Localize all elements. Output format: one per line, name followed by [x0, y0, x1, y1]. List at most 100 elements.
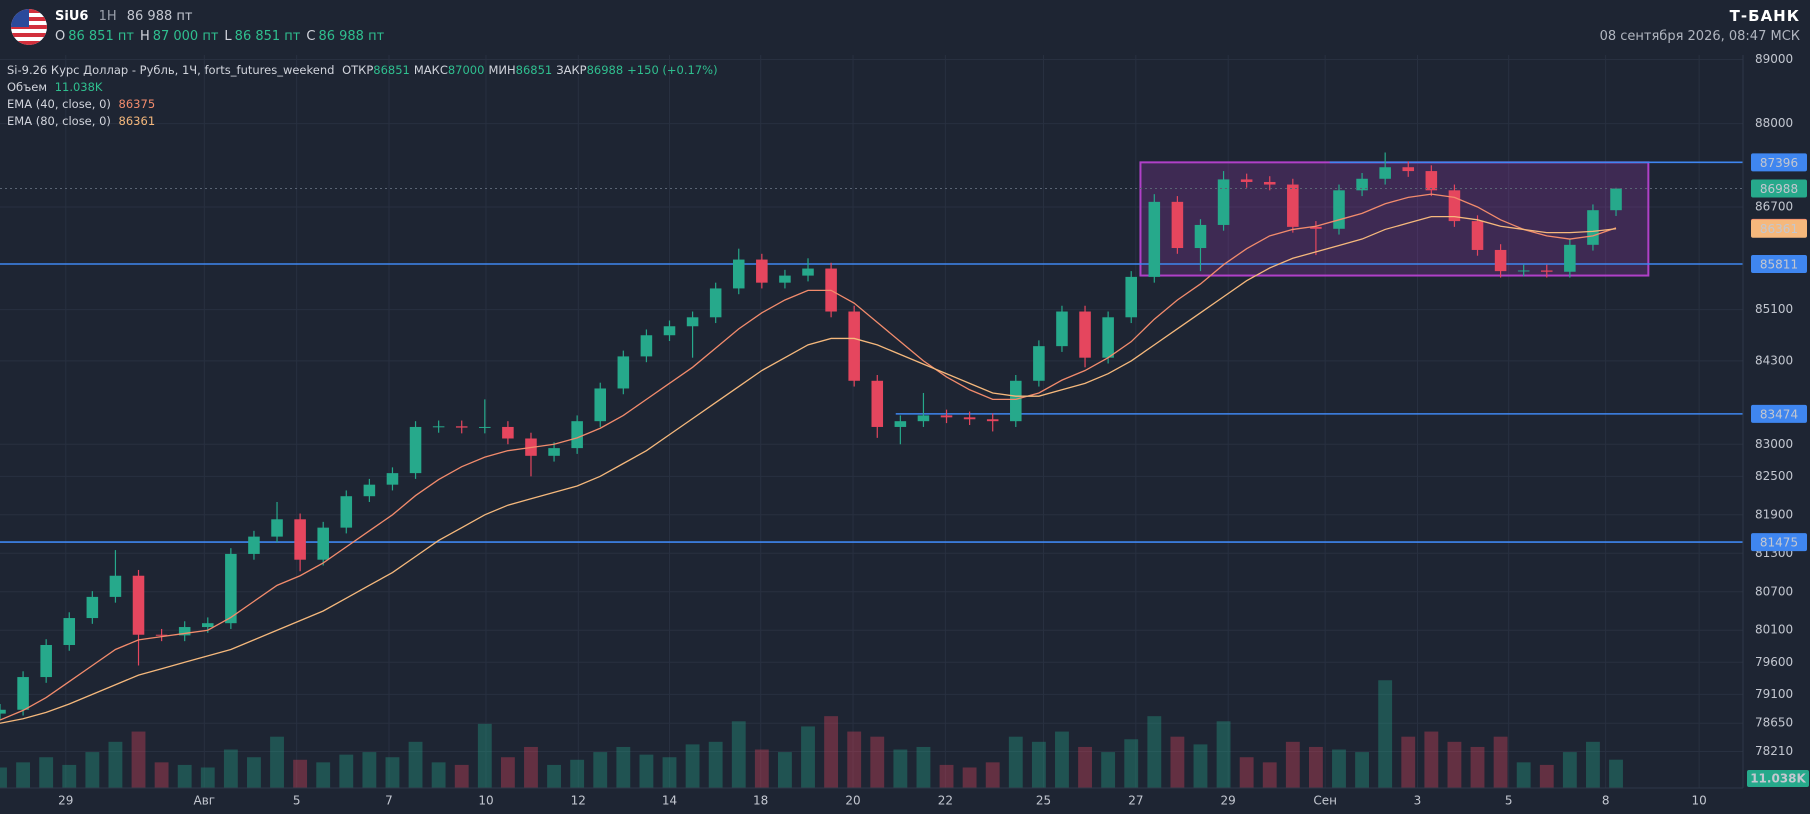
volume-bar	[177, 764, 192, 788]
volume-bar	[1055, 731, 1069, 788]
flag-icon	[11, 9, 47, 45]
stat-label: ОТКР	[342, 63, 374, 77]
ema-value: 86375	[118, 97, 156, 111]
x-tick-label: 10	[1691, 794, 1706, 808]
candle-body	[779, 275, 791, 283]
y-tick-label: 89000	[1755, 52, 1793, 66]
level-label: 87396	[1760, 156, 1798, 170]
candle-body	[594, 388, 607, 422]
candle-body	[1125, 276, 1137, 318]
volume-bar	[870, 736, 885, 788]
volume-bar	[1031, 741, 1046, 788]
volume-bar	[916, 746, 931, 788]
ohlc-value: 86 988 пт	[318, 29, 385, 44]
volume-bar	[62, 764, 77, 788]
volume-bar	[547, 764, 561, 788]
candle-body	[1471, 221, 1484, 250]
volume-bar	[1262, 762, 1277, 788]
volume-bar	[316, 762, 331, 788]
volume-bar	[1170, 736, 1185, 788]
candle-body	[155, 634, 168, 636]
brand: Т-БАНК	[1729, 7, 1800, 25]
volume-bar	[708, 741, 723, 788]
volume-bar	[1308, 746, 1323, 788]
volume-bar	[1424, 731, 1439, 788]
candle-body	[1333, 190, 1345, 229]
volume-bar	[616, 746, 631, 788]
x-tick-label: 7	[385, 794, 393, 808]
candle-body	[1010, 380, 1022, 422]
candle-body	[17, 677, 29, 710]
candle-body	[917, 415, 930, 422]
volume-bar	[1078, 746, 1092, 788]
volume-bar	[385, 757, 400, 788]
candle-body	[386, 473, 399, 485]
y-tick-label: 88000	[1755, 116, 1793, 130]
volume-bar	[154, 762, 169, 788]
candle-body	[340, 496, 353, 528]
candle-body	[86, 596, 99, 619]
x-tick-label: 14	[662, 794, 677, 808]
candle-body	[40, 644, 52, 678]
volume-bar	[524, 746, 538, 788]
stat-value: 87000	[447, 63, 485, 77]
volume-bar	[339, 754, 354, 788]
volume-bar	[362, 752, 377, 788]
volume-bar	[270, 736, 284, 788]
volume-bar	[1332, 749, 1346, 788]
candle-body	[1287, 184, 1299, 227]
x-tick-label: 29	[58, 794, 73, 808]
volume-bar	[39, 757, 54, 788]
volume-bar	[1285, 741, 1300, 788]
volume-label-box	[1747, 770, 1809, 787]
volume-bar	[223, 749, 238, 788]
volume-bar	[477, 723, 492, 788]
candle-body	[1540, 270, 1553, 272]
level-label-box	[1751, 533, 1807, 552]
candle-body	[1171, 201, 1184, 249]
volume-bar	[0, 767, 7, 788]
volume-bar	[200, 767, 215, 788]
x-tick-label: 8	[1602, 794, 1610, 808]
candle-body	[894, 421, 907, 427]
ohlc-label: H	[139, 29, 150, 44]
candle-body	[986, 419, 999, 422]
volume-bar	[593, 752, 608, 788]
ohlc-row: O 86 851 пт H 87 000 пт L 86 851 пт C 86 988 пт	[55, 29, 390, 44]
volume-bar	[1586, 741, 1600, 788]
ema-label-box	[1751, 219, 1807, 238]
volume-bar	[293, 759, 308, 788]
volume-bar	[754, 749, 769, 788]
volume-bar	[824, 716, 839, 788]
volume-bar	[1516, 762, 1531, 788]
candle-body	[1425, 171, 1438, 191]
y-tick-label: 86700	[1755, 199, 1793, 213]
volume-bar	[939, 764, 954, 788]
plot-area	[0, 55, 1743, 788]
instrument: Si-9.26 Курс Доллар - Рубль, 1Ч, forts_f…	[7, 63, 335, 77]
candle-body	[1517, 270, 1530, 272]
volume-bar	[1539, 764, 1554, 788]
x-tick-label: 12	[571, 794, 586, 808]
volume-bar	[1447, 741, 1462, 788]
candle-body	[1079, 311, 1091, 358]
volume-bar	[847, 731, 862, 788]
candle-body	[0, 709, 6, 714]
candle-body	[178, 627, 191, 636]
y-tick-label: 79100	[1755, 687, 1793, 701]
candle-body	[1102, 317, 1114, 358]
y-tick-label: 80700	[1755, 584, 1793, 598]
candle-body	[848, 311, 860, 381]
volume-bar	[570, 759, 585, 788]
level-label-box	[1751, 404, 1807, 423]
x-tick-label: 22	[938, 794, 953, 808]
candle-body	[479, 426, 491, 428]
volume-bar	[662, 757, 677, 788]
candle-body	[617, 356, 630, 389]
datetime: 08 сентября 2026, 08:47 МСК	[1599, 29, 1800, 44]
candle-body	[225, 553, 237, 624]
x-tick-label: 10	[478, 794, 493, 808]
stat-value: 86851	[515, 63, 553, 77]
